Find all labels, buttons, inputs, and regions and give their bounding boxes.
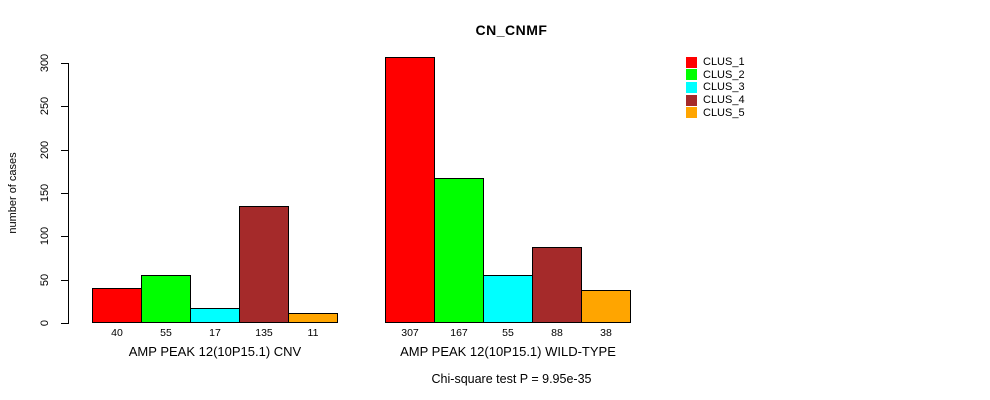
- legend-label: CLUS_1: [703, 56, 745, 69]
- bar-value-label: 167: [450, 327, 468, 339]
- bar-clus_4-group1: [239, 206, 289, 323]
- chi-square-annotation: Chi-square test P = 9.95e-35: [431, 372, 592, 386]
- y-tick-mark: [61, 106, 68, 107]
- y-tick-label: 0: [39, 319, 51, 327]
- bar-clus_1-group2: [385, 57, 435, 323]
- bar-value-label: 40: [111, 327, 123, 339]
- legend-item-clus_5: CLUS_5: [686, 106, 745, 119]
- group-label-2: AMP PEAK 12(10P15.1) WILD-TYPE: [400, 344, 616, 359]
- bar-value-label: 55: [160, 327, 172, 339]
- bar-value-label: 55: [502, 327, 514, 339]
- bar-clus_4-group2: [532, 247, 582, 323]
- legend-label: CLUS_5: [703, 106, 745, 119]
- legend-swatch-clus_3: [686, 81, 697, 93]
- y-tick-label: 150: [39, 183, 51, 203]
- y-tick-label: 100: [39, 226, 51, 246]
- legend-label: CLUS_2: [703, 68, 745, 81]
- legend-label: CLUS_4: [703, 94, 745, 107]
- y-tick-label: 250: [39, 96, 51, 116]
- legend-item-clus_3: CLUS_3: [686, 81, 745, 94]
- y-tick-mark: [61, 280, 68, 281]
- y-tick-mark: [61, 236, 68, 237]
- legend-item-clus_2: CLUS_2: [686, 69, 745, 82]
- bar-clus_3-group2: [483, 275, 533, 323]
- bar-clus_1-group1: [92, 288, 142, 323]
- y-tick-mark: [61, 150, 68, 151]
- bar-value-label: 38: [600, 327, 612, 339]
- bar-clus_2-group2: [434, 178, 484, 323]
- y-tick-label: 300: [39, 53, 51, 73]
- bar-clus_5-group1: [288, 313, 338, 323]
- legend-swatch-clus_2: [686, 69, 697, 81]
- bar-value-label: 307: [401, 327, 419, 339]
- y-axis-line: [68, 63, 69, 324]
- legend: CLUS_1 CLUS_2 CLUS_3 CLUS_4 CLUS_5: [686, 56, 745, 119]
- legend-item-clus_1: CLUS_1: [686, 56, 745, 69]
- bar-value-label: 88: [551, 327, 563, 339]
- y-tick-mark: [61, 323, 68, 324]
- legend-swatch-clus_1: [686, 56, 697, 68]
- bar-clus_5-group2: [581, 290, 631, 323]
- y-tick-mark: [61, 193, 68, 194]
- chart-title: CN_CNMF: [475, 22, 548, 38]
- legend-swatch-clus_5: [686, 107, 697, 119]
- y-tick-label: 200: [39, 140, 51, 160]
- y-tick-mark: [61, 63, 68, 64]
- group-label-1: AMP PEAK 12(10P15.1) CNV: [128, 344, 302, 359]
- bar-value-label: 135: [255, 327, 273, 339]
- bar-clus_3-group1: [190, 308, 240, 323]
- legend-swatch-clus_4: [686, 94, 697, 106]
- y-axis-label: number of cases: [7, 152, 19, 234]
- bar-clus_2-group1: [141, 275, 191, 323]
- bar-value-label: 11: [307, 327, 319, 339]
- legend-item-clus_4: CLUS_4: [686, 94, 745, 107]
- bar-value-label: 17: [209, 327, 221, 339]
- legend-label: CLUS_3: [703, 81, 745, 94]
- y-tick-label: 50: [39, 273, 51, 287]
